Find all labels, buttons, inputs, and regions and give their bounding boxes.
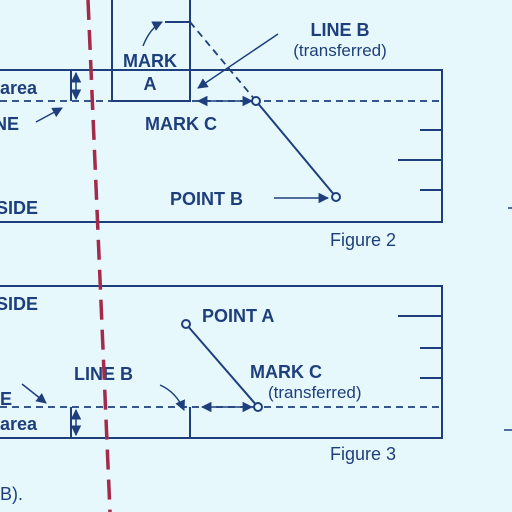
- line-pointer-arrow: [35, 107, 63, 123]
- fig3-diagonal-line: [185, 323, 259, 408]
- fig2-board-outline: [0, 69, 443, 223]
- fig3-side-label: SIDE: [0, 294, 38, 314]
- fig3-ruler-ticks: [398, 315, 442, 379]
- mark-c-label: MARK C: [145, 114, 217, 134]
- centerline-dashed: [86, 0, 112, 512]
- line-b-label-line1: LINE B: [310, 20, 369, 40]
- mark-c-fig3-point: [253, 402, 263, 412]
- fig3-area-label: area: [0, 414, 38, 434]
- fig2-side-label: SIDE: [0, 198, 38, 218]
- mark-c-fig3-label-line2: (transferred): [268, 383, 362, 402]
- point-b-label: POINT B: [170, 189, 243, 209]
- point-a-label: POINT A: [202, 306, 274, 326]
- mark-c-fig3-label-line1: MARK C: [250, 362, 322, 382]
- fig3-board-outline: [0, 285, 443, 439]
- e-pointer-arrow: [21, 383, 47, 404]
- footer-text: B).: [0, 484, 23, 504]
- line-b-transfer-dashed: [189, 21, 257, 102]
- mark-a-label-line1: MARK: [123, 51, 177, 71]
- mark-a-pointer-arrow: [142, 21, 163, 47]
- mark-c-point: [251, 96, 261, 106]
- line-b-label-line2: (transferred): [293, 41, 387, 60]
- point-a-point: [181, 319, 191, 329]
- fig2-caption: Figure 2: [330, 230, 396, 250]
- fig3-caption: Figure 3: [330, 444, 396, 464]
- figure-2: area NE SIDE MARK A LINE B (transferred)…: [0, 0, 443, 250]
- fig2-diagonal-line: [255, 100, 337, 198]
- mark-a-label-line2: A: [144, 74, 157, 94]
- point-b-point: [331, 192, 341, 202]
- fig2-area-label: area: [0, 78, 38, 98]
- line-b-pointer-arrow: [197, 33, 279, 89]
- line-b-fig3-pointer-arrow: [159, 384, 185, 411]
- fig2-ruler-ticks: [398, 129, 442, 191]
- fig2-line-label: NE: [0, 114, 19, 134]
- fig3-e-label: E: [0, 389, 12, 409]
- figure-3: SIDE POINT A LINE B E MARK C (transferre…: [0, 285, 443, 464]
- mark-a-box: [111, 0, 191, 102]
